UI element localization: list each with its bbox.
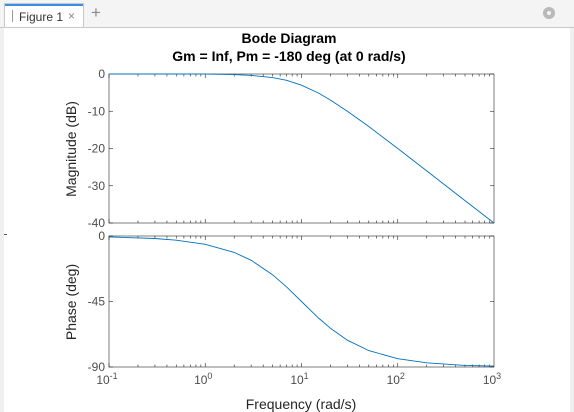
phase-ylabel: Phase (deg)	[63, 264, 79, 340]
series-line-1-0	[108, 236, 495, 367]
y-tick-label: 0	[98, 67, 105, 81]
magnitude-ylabel: Magnitude (dB)	[63, 101, 79, 197]
tab-figure-1[interactable]: Figure 1 ×	[4, 3, 84, 27]
figure-tab-bar: Figure 1 × +	[0, 0, 574, 28]
tab-label: Figure 1	[19, 10, 64, 24]
series-line-0-0	[109, 73, 495, 224]
gear-icon[interactable]	[543, 7, 555, 19]
add-tab-icon[interactable]: +	[91, 3, 101, 22]
y-tick-label: -45	[88, 295, 106, 309]
bode-plot: Bode Diagram Gm = Inf, Pm = -180 deg (at…	[63, 30, 502, 412]
y-tick-label: 0	[98, 229, 105, 243]
x-tick-label: 100	[194, 371, 212, 387]
x-tick-label: 10-1	[96, 371, 117, 387]
y-tick-label: -40	[88, 216, 106, 230]
chart-subtitle: Gm = Inf, Pm = -180 deg (at 0 rad/s)	[172, 48, 405, 64]
y-tick-label: -10	[88, 104, 106, 118]
x-tick-label: 102	[387, 371, 405, 387]
tab-grip	[12, 10, 13, 22]
frequency-xlabel: Frequency (rad/s)	[246, 396, 356, 412]
tab-close-icon[interactable]: ×	[68, 9, 76, 23]
resize-handle[interactable]	[4, 234, 7, 235]
x-tick-label: 103	[483, 371, 501, 387]
magnitude-axes[interactable]: 0 -10 -20 -30 -40	[88, 67, 495, 230]
y-tick-label: -20	[88, 142, 106, 156]
x-tick-label: 101	[290, 371, 308, 387]
axes-frame-0	[108, 73, 495, 224]
figure-canvas: Bode Diagram Gm = Inf, Pm = -180 deg (at…	[4, 28, 570, 412]
y-tick-label: -90	[88, 360, 106, 374]
y-tick-label: -30	[88, 179, 106, 193]
chart-title: Bode Diagram	[242, 30, 337, 46]
